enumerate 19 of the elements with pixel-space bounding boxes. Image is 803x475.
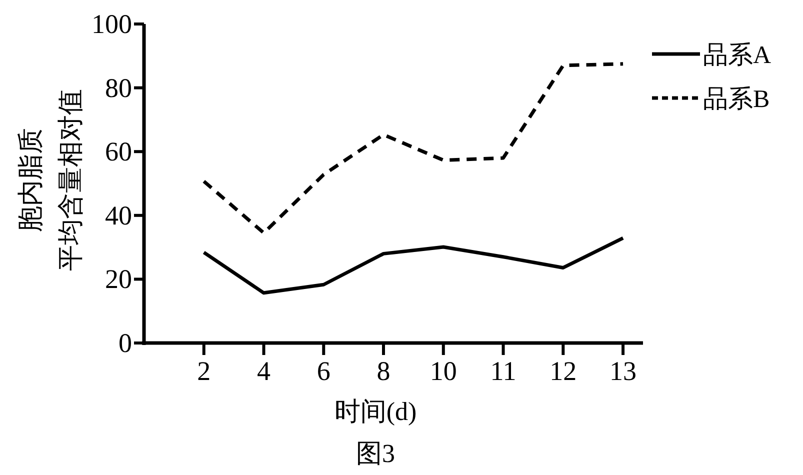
- x-tick-label: 6: [316, 356, 330, 386]
- y-tick-label: 0: [118, 328, 132, 358]
- y-tick-label: 40: [105, 200, 132, 230]
- x-tick-label: 11: [490, 356, 516, 386]
- y-axis-title: 胞内脂质平均含量相对值: [16, 89, 86, 271]
- y-tick-label: 100: [92, 9, 132, 39]
- y-tick-label: 20: [105, 264, 132, 294]
- y-tick-label: 80: [105, 72, 132, 103]
- text: 图3: [356, 439, 395, 468]
- y-tick-label: 60: [105, 136, 132, 167]
- legend-label: 品系A: [703, 42, 772, 69]
- x-tick-label: 12: [550, 356, 577, 386]
- x-tick-label: 13: [610, 356, 637, 386]
- x-axis-title: 时间(d): [334, 397, 417, 426]
- x-tick-label: 2: [197, 356, 211, 386]
- legend-label: 品系B: [703, 86, 770, 113]
- x-tick-label: 10: [430, 356, 457, 386]
- x-tick-label: 8: [376, 356, 390, 386]
- x-tick-label: 4: [257, 356, 272, 386]
